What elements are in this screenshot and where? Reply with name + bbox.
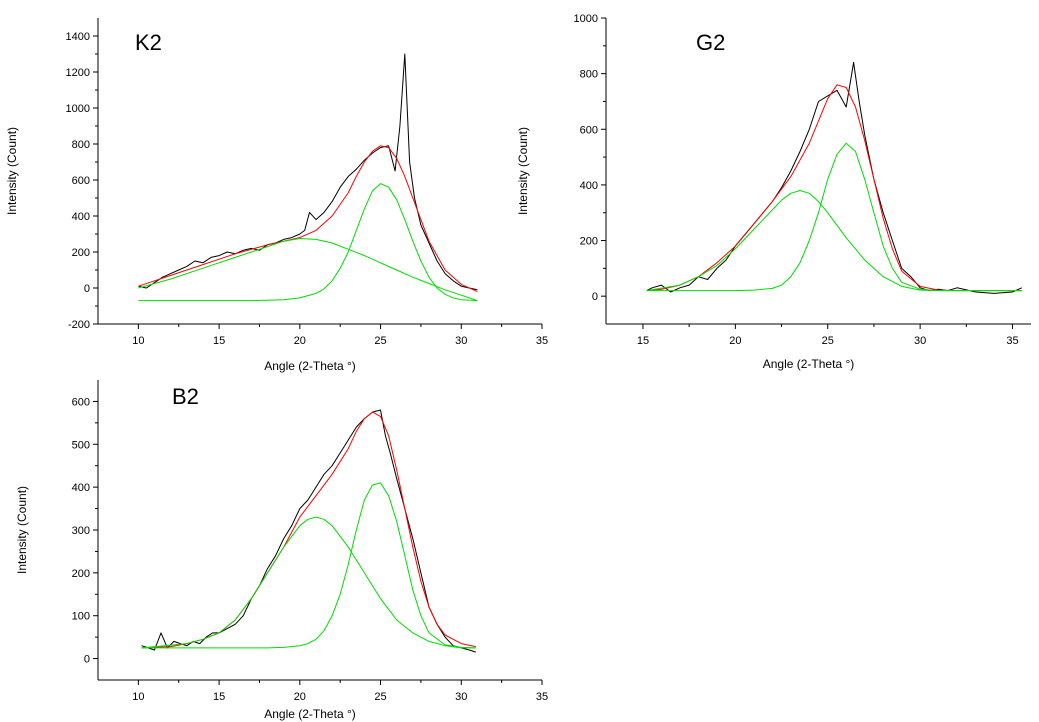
y-tick-label: 200	[580, 236, 598, 248]
chart-panel-1: 15 20 25 30 35 0 200 400 600 800 1000 G2 Angle (2-Th…	[516, 13, 1031, 371]
y-tick-label: 1000	[574, 13, 598, 25]
y-axis-label: Intensity (Count)	[5, 127, 19, 215]
y-tick-label: 800	[72, 139, 90, 151]
series-line-component-2	[138, 238, 478, 302]
series-line-component-3	[138, 183, 478, 302]
series-line-component-2	[646, 190, 1022, 292]
x-tick-label: 15	[213, 691, 225, 703]
x-tick-label: 20	[294, 691, 306, 703]
y-tick-label: -200	[68, 319, 90, 331]
y-tick-label: 400	[580, 180, 598, 192]
series-line-measured-0	[646, 62, 1023, 294]
y-axis-label: Intensity (Count)	[516, 127, 530, 215]
y-tick-label: 200	[72, 568, 90, 580]
x-tick-label: 25	[374, 335, 386, 347]
series-line-measured-0	[141, 409, 476, 653]
y-tick-label: 600	[580, 124, 598, 136]
y-tick-label: 100	[72, 611, 90, 623]
y-tick-label: 400	[72, 482, 90, 494]
x-tick-label: 30	[455, 691, 467, 703]
x-tick-label: 35	[536, 335, 548, 347]
series-line-component-3	[141, 482, 476, 649]
x-tick-label: 25	[822, 335, 834, 347]
y-tick-label: 400	[72, 211, 90, 223]
y-tick-label: 1400	[66, 31, 90, 43]
y-tick-label: 600	[72, 175, 90, 187]
series-line-component-3	[646, 142, 1022, 292]
chart-panel-0: 10 15 20 25 30 35 -200 0 200 400 600 800 1000 1200 140…	[5, 18, 548, 373]
x-tick-label: 30	[914, 335, 926, 347]
panel-title: K2	[135, 30, 162, 55]
x-axis-label: Angle (2-Theta °)	[763, 357, 855, 371]
x-tick-label: 20	[294, 335, 306, 347]
x-tick-label: 15	[213, 335, 225, 347]
y-tick-label: 1000	[66, 103, 90, 115]
series-line-fit-1	[138, 145, 478, 293]
x-axis-label: Angle (2-Theta °)	[264, 359, 356, 373]
series-line-component-2	[141, 516, 476, 649]
y-tick-label: 600	[72, 396, 90, 408]
panel-title: B2	[172, 384, 199, 409]
x-tick-label: 35	[536, 691, 548, 703]
y-tick-label: 800	[580, 69, 598, 81]
x-tick-label: 10	[132, 691, 144, 703]
x-tick-label: 30	[455, 335, 467, 347]
y-axis-label: Intensity (Count)	[15, 486, 29, 574]
series-line-measured-0	[138, 53, 478, 291]
x-tick-label: 35	[1006, 335, 1018, 347]
y-tick-label: 1200	[66, 67, 90, 79]
y-tick-label: 0	[592, 291, 598, 303]
series-line-fit-1	[646, 84, 1022, 292]
y-tick-label: 0	[84, 283, 90, 295]
x-axis-label: Angle (2-Theta °)	[264, 707, 356, 721]
x-tick-label: 20	[729, 335, 741, 347]
series-line-fit-1	[141, 411, 476, 649]
y-tick-label: 200	[72, 247, 90, 259]
y-tick-label: 0	[84, 654, 90, 666]
chart-panel-2: 10 15 20 25 30 35 0 100 200 300 400 500 600 B2 Angle (…	[15, 380, 548, 721]
y-tick-label: 300	[72, 525, 90, 537]
x-tick-label: 15	[637, 335, 649, 347]
panel-title: G2	[696, 30, 725, 55]
x-tick-label: 10	[132, 335, 144, 347]
y-tick-label: 500	[72, 439, 90, 451]
x-tick-label: 25	[374, 691, 386, 703]
